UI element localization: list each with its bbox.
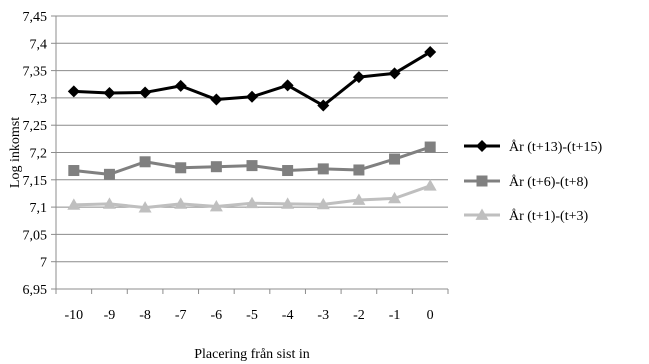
data-point [317, 163, 329, 175]
y-tick-label: 6,95 [23, 283, 48, 298]
y-tick-label: 7,25 [23, 119, 48, 134]
gridlines [56, 15, 448, 290]
data-point [281, 79, 294, 92]
data-point [316, 197, 330, 210]
data-point [175, 162, 187, 174]
x-tick-label: -4 [282, 308, 294, 323]
y-axis-ticks: 6,95 7 7,05 7,1 7,15 7,2 7,25 7,3 7,35 7,4 7,45 [23, 10, 56, 298]
data-point [210, 93, 223, 106]
x-tick-label: -9 [104, 308, 116, 323]
x-tick-label: -2 [353, 308, 365, 323]
legend-item-1: År (t+13)-(t+15) [464, 139, 602, 155]
data-point [353, 164, 365, 176]
x-axis-ticks: -10 -9 -8 -7 -6 -5 -4 -3 -2 -1 0 [55, 289, 449, 323]
data-point [67, 198, 81, 210]
legend-item-3: År (t+1)-(t+3) [464, 208, 588, 224]
x-tick-label: -8 [139, 308, 151, 323]
data-point [209, 200, 223, 212]
data-point [352, 71, 365, 84]
y-tick-label: 7,05 [23, 228, 48, 243]
x-tick-label: 0 [427, 308, 434, 323]
data-point [424, 46, 437, 59]
y-tick-label: 7,4 [30, 37, 48, 52]
y-axis-title: Log inkomst [8, 117, 23, 188]
data-point [424, 141, 436, 153]
x-axis-title: Placering från sist in [194, 347, 309, 362]
data-point [246, 90, 258, 103]
legend: År (t+13)-(t+15) År (t+6)-(t+8) År (t+1)-(… [464, 139, 602, 224]
data-point [174, 79, 187, 92]
legend-marker [476, 175, 488, 187]
y-tick-label: 7,45 [23, 10, 48, 25]
data-point [139, 86, 152, 99]
x-tick-label: -5 [246, 308, 258, 323]
data-point [138, 201, 152, 213]
data-point [245, 196, 259, 209]
y-tick-label: 7 [40, 256, 47, 271]
legend-label: År (t+6)-(t+8) [509, 174, 588, 190]
series-3 [67, 179, 437, 213]
series-1 [67, 46, 437, 112]
data-point [423, 179, 437, 191]
data-point [68, 165, 80, 177]
x-tick-label: -3 [317, 308, 329, 323]
data-point [281, 197, 295, 209]
y-tick-label: 7,1 [30, 201, 48, 216]
data-point [102, 197, 116, 209]
data-point [103, 86, 116, 99]
series-2 [68, 141, 436, 180]
data-point [210, 161, 222, 173]
y-tick-label: 7,3 [30, 92, 48, 107]
x-tick-label: -1 [389, 308, 401, 323]
data-point [388, 67, 401, 80]
data-point [389, 153, 401, 165]
legend-marker [475, 208, 489, 220]
data-point [103, 168, 115, 180]
legend-label: År (t+13)-(t+15) [509, 139, 602, 155]
y-tick-label: 7,2 [30, 147, 48, 162]
x-tick-label: -6 [211, 308, 223, 323]
data-point [139, 156, 151, 168]
data-point [67, 85, 80, 98]
legend-label: År (t+1)-(t+3) [509, 208, 588, 224]
data-point [174, 197, 188, 209]
data-point [246, 160, 258, 172]
x-tick-label: -10 [64, 308, 83, 323]
series-group [67, 46, 437, 213]
legend-marker [476, 140, 488, 152]
x-tick-label: -7 [175, 308, 187, 323]
data-point [317, 99, 330, 112]
data-point [282, 165, 294, 177]
legend-item-2: År (t+6)-(t+8) [464, 174, 588, 190]
y-tick-label: 7,35 [23, 65, 48, 80]
data-point [388, 191, 402, 204]
y-tick-label: 7,15 [23, 174, 48, 189]
data-point [352, 193, 366, 205]
